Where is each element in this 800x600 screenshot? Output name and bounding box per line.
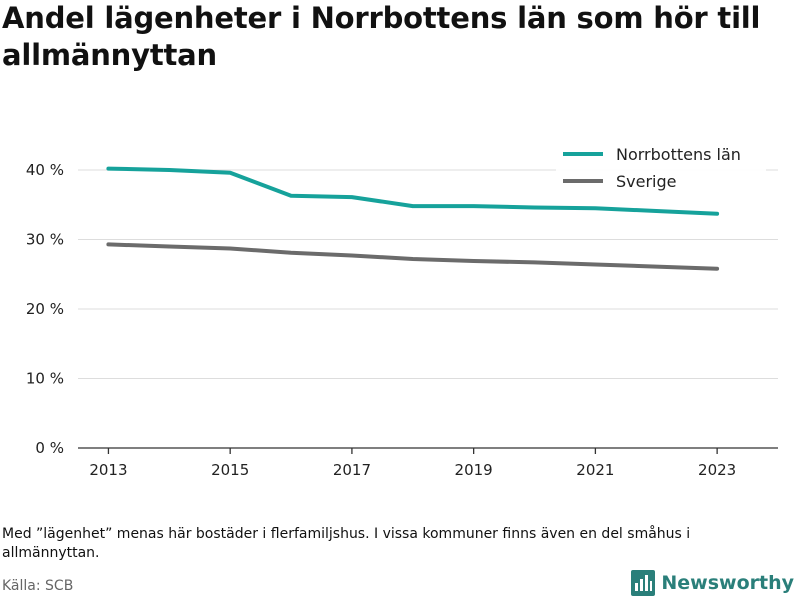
- x-tick-label: 2019: [455, 461, 493, 479]
- x-tick-label: 2023: [698, 461, 736, 479]
- y-tick-label: 30 %: [26, 231, 64, 249]
- page-title: Andel lägenheter i Norrbottens län som h…: [2, 1, 761, 72]
- legend-label: Sverige: [616, 172, 677, 191]
- legend: Norrbottens län Sverige: [556, 140, 766, 196]
- x-tick-label: 2017: [333, 461, 371, 479]
- footnote: Med ”lägenhet” menas här bostäder i fler…: [2, 526, 691, 561]
- series-line-sverige: [106, 242, 720, 271]
- y-tick-label: 0 %: [35, 439, 64, 457]
- x-tick-label: 2013: [89, 461, 127, 479]
- y-tick-label: 10 %: [26, 370, 64, 388]
- x-axis: 2013 2015 2017 2019 2021 2023: [78, 447, 778, 479]
- newsworthy-logo-icon: [631, 570, 656, 596]
- x-tick-label: 2021: [576, 461, 614, 479]
- series-line-norrbottens-län: [106, 166, 720, 216]
- y-tick-label: 20 %: [26, 300, 64, 318]
- y-tick-label: 40 %: [26, 161, 64, 179]
- legend-label: Norrbottens län: [616, 145, 741, 164]
- brand-logo: Newsworthy: [631, 570, 794, 596]
- y-axis-ticks: 0 % 10 % 20 % 30 % 40 %: [26, 161, 64, 457]
- brand-name: Newsworthy: [661, 572, 794, 594]
- source-note: Källa: SCB: [2, 578, 74, 594]
- x-tick-label: 2015: [211, 461, 249, 479]
- grid-lines: [78, 169, 778, 379]
- series-lines: [106, 166, 720, 271]
- legend-background: [556, 140, 766, 196]
